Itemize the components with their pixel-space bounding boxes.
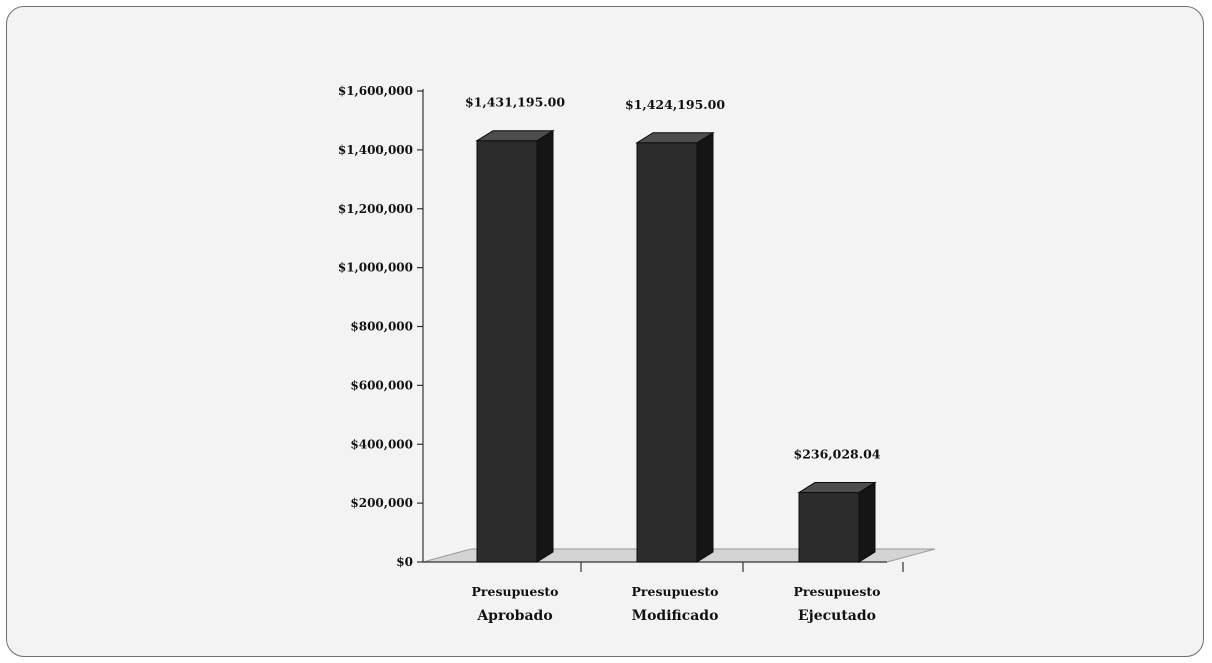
bar-front-face bbox=[636, 142, 698, 563]
x-category-label-line2: Ejecutado bbox=[798, 608, 876, 624]
bar-side-face bbox=[696, 131, 714, 563]
y-tick-label: $1,200,000 bbox=[338, 202, 413, 216]
y-tick-label: $1,400,000 bbox=[338, 143, 413, 157]
y-tick-label: $1,600,000 bbox=[338, 84, 413, 98]
bars-layer bbox=[475, 129, 877, 563]
labels-layer: $1,431,195.00 $1,424,195.00 $236,028.04 Pre… bbox=[465, 95, 881, 624]
y-tick-label: $800,000 bbox=[350, 320, 413, 334]
chart-frame: $0 $200,000 $400,000 $600,000 $800,000 $1,000… bbox=[6, 6, 1204, 657]
y-tick-label: $400,000 bbox=[350, 437, 413, 451]
y-tick-label: $600,000 bbox=[350, 378, 413, 392]
bar-chart: $0 $200,000 $400,000 $600,000 $800,000 $1,000… bbox=[338, 84, 936, 624]
x-category-label-line1: Presupuesto bbox=[794, 584, 881, 599]
bar-top-face bbox=[475, 130, 555, 142]
bar-value-label: $1,431,195.00 bbox=[465, 95, 565, 110]
bar bbox=[635, 131, 715, 563]
bar-side-face bbox=[536, 129, 554, 563]
bar bbox=[797, 481, 877, 563]
bar-value-label: $1,424,195.00 bbox=[625, 97, 725, 112]
bar-front-face bbox=[476, 140, 538, 563]
x-category-label-line2: Aprobado bbox=[476, 608, 552, 624]
bar-top-face bbox=[635, 132, 715, 144]
x-category-label-line2: Modificado bbox=[632, 608, 719, 624]
y-tick-label: $1,000,000 bbox=[338, 261, 413, 275]
bar-value-label: $236,028.04 bbox=[794, 447, 881, 462]
y-tick-label: $200,000 bbox=[350, 496, 413, 510]
x-category-label-line1: Presupuesto bbox=[472, 584, 559, 599]
bar-side-face bbox=[858, 481, 876, 563]
bar-front-face bbox=[798, 492, 860, 563]
y-tick-label: $0 bbox=[396, 555, 413, 569]
x-category-label-line1: Presupuesto bbox=[632, 584, 719, 599]
bar bbox=[475, 129, 555, 563]
bar-top-face bbox=[797, 482, 877, 494]
